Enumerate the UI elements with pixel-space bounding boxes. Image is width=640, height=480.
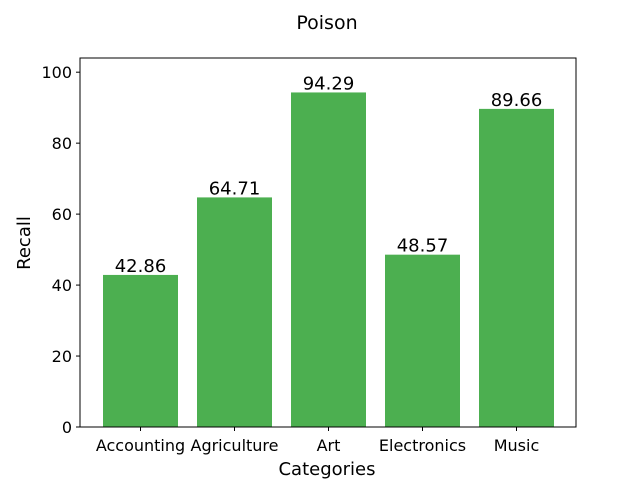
bar-music (479, 108, 554, 427)
y-tick-label: 60 (52, 205, 72, 224)
bar-art (291, 92, 366, 427)
x-tick-label-music: Music (494, 436, 540, 455)
plot-frame (79, 57, 577, 428)
data-label-art: 94.29 (303, 73, 355, 94)
x-axis-ticks: Accounting Agriculture Art Electronics Music (96, 427, 539, 455)
data-label-music: 89.66 (491, 90, 543, 111)
x-tick-label-accounting: Accounting (96, 436, 185, 455)
x-tick-label-electronics: Electronics (379, 436, 466, 455)
bars-group: 42.86 64.71 94.29 48.57 89.66 (103, 73, 554, 427)
data-label-accounting: 42.86 (115, 256, 167, 277)
x-tick-label-agriculture: Agriculture (191, 436, 279, 455)
y-tick-label: 80 (52, 134, 72, 153)
data-label-agriculture: 64.71 (209, 178, 261, 199)
y-tick-label: 100 (41, 63, 72, 82)
bar-accounting (103, 274, 178, 427)
data-label-electronics: 48.57 (397, 236, 449, 257)
y-tick-label: 40 (52, 276, 72, 295)
y-tick-label: 20 (52, 347, 72, 366)
chart-title: Poison (296, 12, 357, 34)
x-axis-label: Categories (278, 459, 375, 480)
y-axis-ticks: 0 20 40 60 80 100 (41, 63, 80, 437)
y-tick-label: 0 (62, 418, 72, 437)
y-axis-label: Recall (14, 216, 35, 270)
bar-agriculture (197, 197, 272, 427)
bar-electronics (385, 254, 460, 427)
x-tick-label-art: Art (317, 436, 341, 455)
